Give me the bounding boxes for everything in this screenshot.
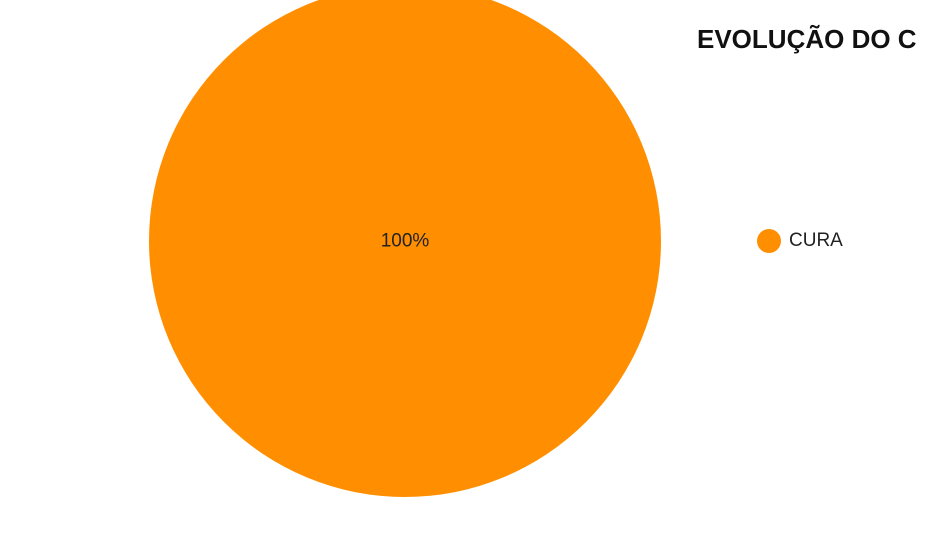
pie-labels: 100% (381, 231, 430, 252)
chart-title: EVOLUÇÃO DO C (697, 24, 917, 54)
legend-label-cura: CURA (789, 230, 843, 251)
pie-slices (149, 0, 661, 497)
legend-swatch-cura (757, 229, 781, 253)
pie-slice-label-cura: 100% (381, 231, 430, 252)
pie-slice-cura (149, 0, 661, 497)
legend: CURA (757, 229, 843, 253)
